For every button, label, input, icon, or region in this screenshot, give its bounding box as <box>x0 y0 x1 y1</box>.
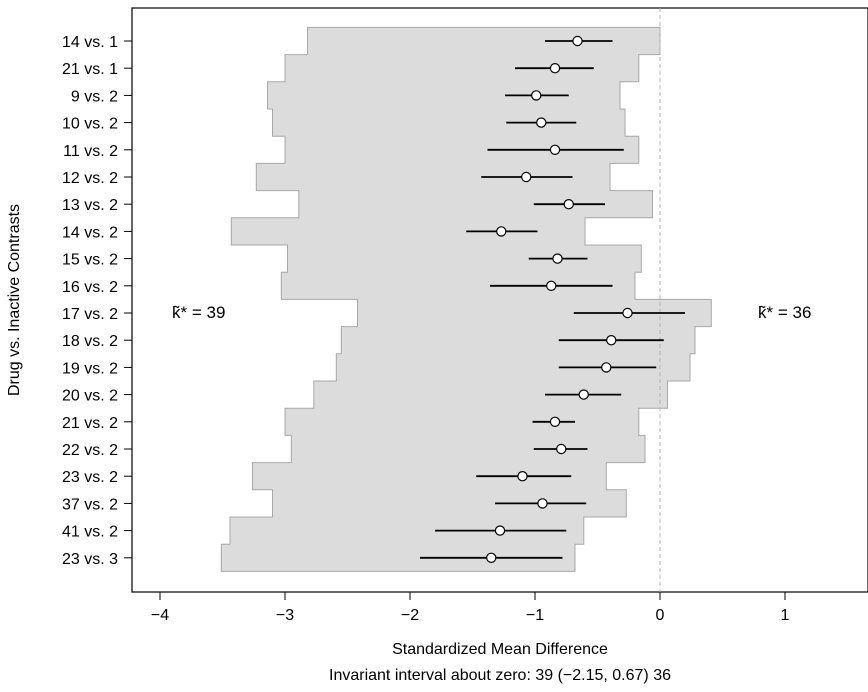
x-tick-label: −3 <box>276 607 294 624</box>
point-estimate <box>622 307 633 319</box>
y-tick-label: 16 vs. 2 <box>62 279 118 296</box>
point-estimate <box>601 362 612 373</box>
point-estimate <box>531 90 542 101</box>
point-estimate <box>556 443 567 455</box>
x-axis: −4 −3 −2 −1 0 1 <box>151 592 790 624</box>
point-estimate <box>572 35 583 47</box>
x-tick-label: 0 <box>656 607 665 624</box>
y-tick-label: 17 vs. 2 <box>62 306 118 323</box>
point-estimate <box>549 416 561 427</box>
point-estimate <box>552 253 563 264</box>
y-tick-label: 12 vs. 2 <box>62 170 118 187</box>
y-tick-label-layer: 14 vs. 1 21 vs. 1 9 vs. 2 10 vs. 2 11 vs. 2 1… <box>62 34 132 568</box>
point-estimate <box>563 198 574 210</box>
point-estimate <box>578 389 589 400</box>
y-tick-label: 20 vs. 2 <box>62 388 118 405</box>
right-annotation: k̃* = 36 <box>758 303 811 322</box>
point-estimate <box>549 62 561 74</box>
invariant-interval-band <box>220 26 712 572</box>
y-tick-label: 41 vs. 2 <box>62 524 118 541</box>
y-axis-label: Drug vs. Inactive Contrasts <box>6 204 23 396</box>
y-tick-label: 23 vs. 3 <box>62 551 118 568</box>
point-estimate <box>546 280 557 291</box>
y-tick-label: 11 vs. 2 <box>63 143 118 160</box>
y-tick-label: 22 vs. 2 <box>62 442 118 459</box>
point-estimate <box>494 525 506 536</box>
point-estimate <box>486 552 497 564</box>
point-estimate <box>521 171 532 183</box>
y-tick-label: 19 vs. 2 <box>62 360 118 377</box>
y-tick-label: 21 vs. 1 <box>62 61 118 78</box>
point-estimate <box>517 471 528 482</box>
point-estimate <box>606 335 617 346</box>
point-estimate-layer <box>486 35 633 564</box>
shaded-band-layer <box>220 26 712 572</box>
x-axis-sublabel: Invariant interval about zero: 39 (−2.15… <box>329 667 671 684</box>
plot-frame <box>131 7 868 593</box>
left-annotation: k̃* = 39 <box>172 303 225 322</box>
point-estimate <box>496 226 507 237</box>
x-tick-label: −1 <box>526 607 544 624</box>
y-tick-label: 9 vs. 2 <box>71 88 118 105</box>
y-tick-label: 21 vs. 2 <box>62 415 118 432</box>
y-tick-label: 37 vs. 2 <box>62 496 118 513</box>
x-tick-label: −4 <box>151 607 169 624</box>
y-tick-label: 23 vs. 2 <box>62 469 118 486</box>
y-tick-label: 15 vs. 2 <box>62 252 118 269</box>
point-estimate <box>549 144 561 155</box>
x-tick-label: −2 <box>401 607 419 624</box>
y-tick-label: 13 vs. 2 <box>62 197 118 214</box>
y-tick-label: 10 vs. 2 <box>62 116 118 133</box>
x-axis-label: Standardized Mean Difference <box>392 641 608 658</box>
y-tick-label: 14 vs. 2 <box>62 224 118 241</box>
x-tick-label: 1 <box>781 607 790 624</box>
point-estimate <box>536 117 547 128</box>
y-tick-label: 14 vs. 1 <box>62 34 118 51</box>
y-tick-label: 18 vs. 2 <box>62 333 118 350</box>
point-estimate <box>537 498 548 509</box>
